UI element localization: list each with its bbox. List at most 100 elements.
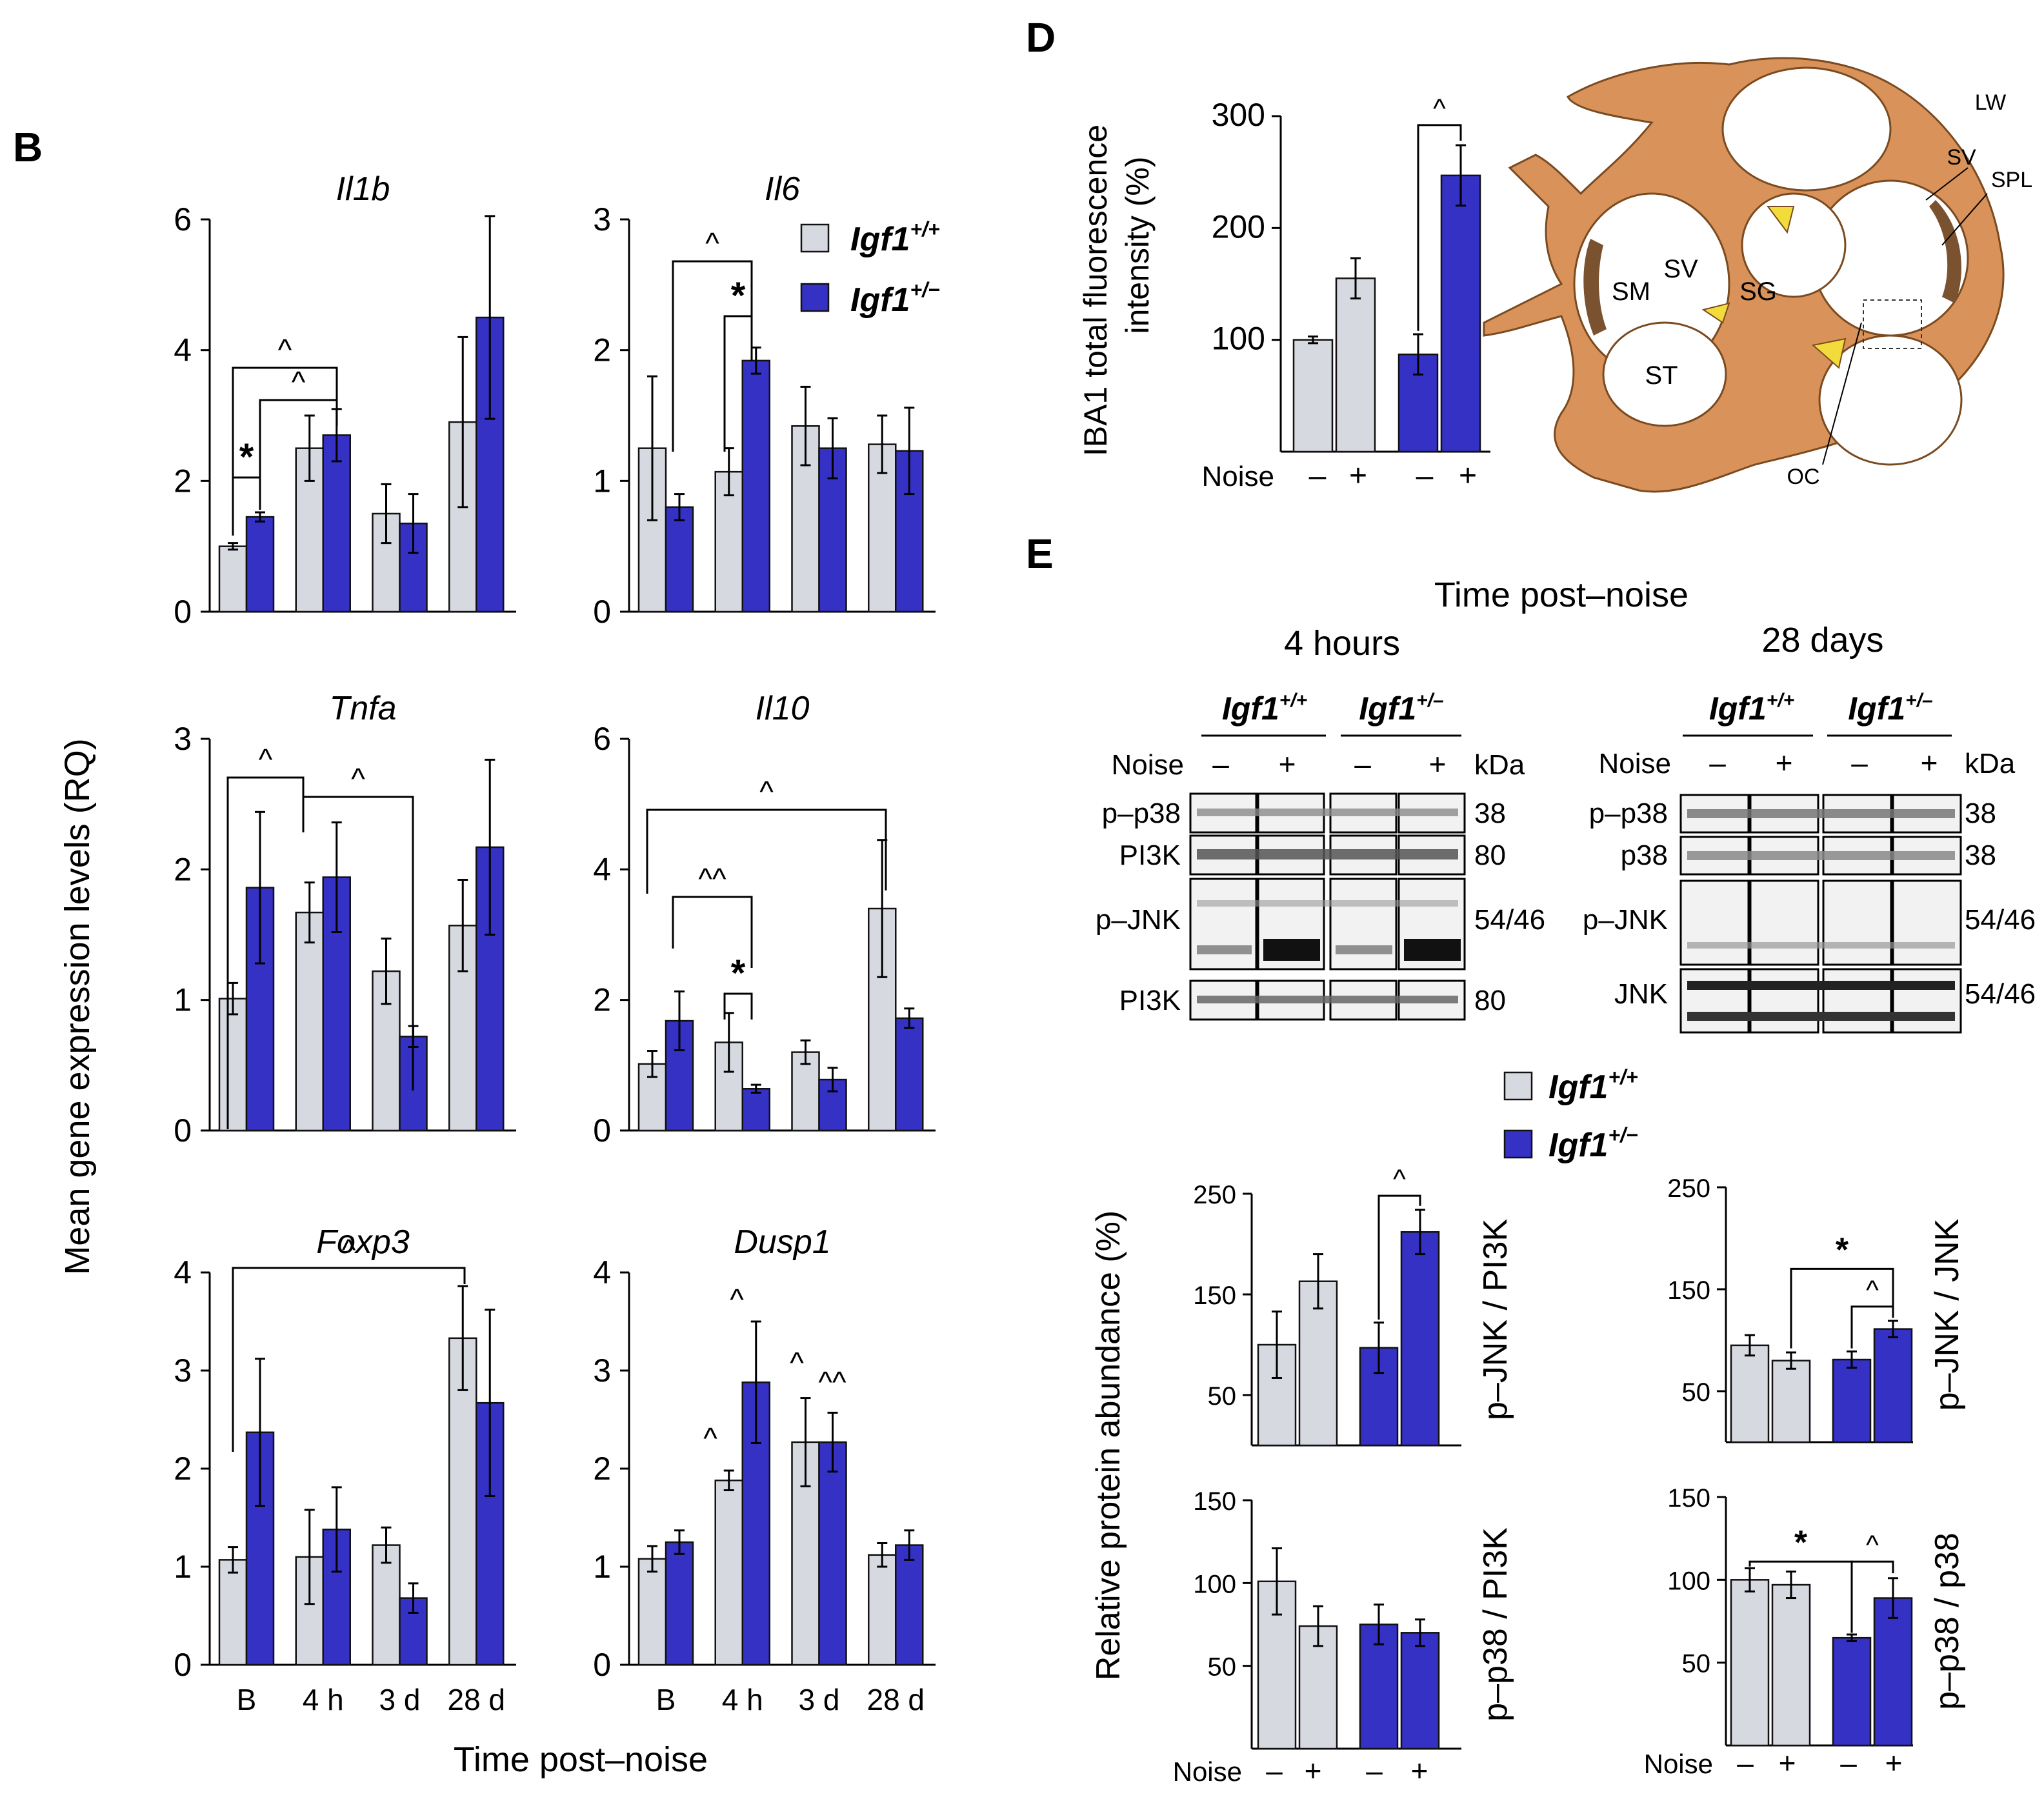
x-tick-label-dusp1: 28 d xyxy=(867,1683,925,1716)
cochlea-stria xyxy=(1583,239,1607,336)
sig-mark-il10-b-28d: ^ xyxy=(759,775,774,809)
cochlea-label-spl: SPL xyxy=(1991,168,2032,192)
bar-pjnk_jnk_28d-2 xyxy=(1832,1358,1872,1443)
legend-e-het-label: Igf1+/− xyxy=(1548,1123,1638,1164)
y-tick-label-tnfa: 1 xyxy=(174,982,192,1018)
panel-e-noise-left-s1: – xyxy=(1266,1754,1283,1787)
bar-il1b-het-0 xyxy=(245,516,275,613)
panel-d-ylabel-1: IBA1 total fluorescence xyxy=(1077,125,1114,456)
bar-pp38_p38_28d-1 xyxy=(1771,1583,1811,1747)
sig-mark-il1b-b-4h: ^ xyxy=(278,333,292,367)
y-tick-label-dusp1: 0 xyxy=(593,1647,611,1683)
y-tick-label-pp38_pi3k_4h: 150 xyxy=(1193,1487,1236,1516)
blot-28d-genotype-wt: Igf1+/+ xyxy=(1709,690,1794,727)
y-tick-label-pjnk_jnk_28d: 250 xyxy=(1667,1174,1710,1203)
sig-mark-pjnk_pi3k_4h: ^ xyxy=(1393,1163,1406,1194)
y-tick-label-il1b: 6 xyxy=(174,201,192,237)
blot-28d-row-3-label: p–JNK xyxy=(1583,904,1668,936)
y-tick-label-foxp3: 1 xyxy=(174,1549,192,1585)
sig-mark-foxp3-b-28d: ^ xyxy=(342,1233,356,1267)
bracket-tnfa-4h-3d xyxy=(302,796,414,1090)
chart-pjnk_jnk_28d: 50 150 250 p–JNK / JNK * ^ xyxy=(1667,1174,1966,1443)
y-tick-label-il10: 6 xyxy=(593,721,611,757)
y-tick-label-tnfa: 0 xyxy=(174,1112,192,1149)
blot-28d-noise-label: Noise xyxy=(1599,748,1672,779)
y-tick-label-pp38_pi3k_4h: 50 xyxy=(1208,1653,1237,1682)
bracket-iba1 xyxy=(1417,124,1462,331)
cochlea-pointer-spl xyxy=(1941,193,1988,246)
chart-foxp3: Foxp3 0 1 2 3 4 B 4 h 3 d 28 d xyxy=(174,1223,516,1716)
panel-e-group-4h: 4 hours xyxy=(1284,624,1400,663)
blot-4h-kda-label: kDa xyxy=(1474,749,1525,781)
bar-dusp1-het-2 xyxy=(818,1441,847,1666)
panel-e-charts: 50 150 250 p–JNK / PI3K ^ 50 100 150 p–p38 / PI3… xyxy=(1193,1163,1966,1750)
panel-e-noise-left: Noise xyxy=(1173,1756,1242,1787)
panel-e-noise-left-s4: + xyxy=(1411,1754,1428,1787)
bar-il6-het-0 xyxy=(665,506,694,613)
panel-d-noise-sign-4: + xyxy=(1459,459,1477,493)
chart-title-foxp3: Foxp3 xyxy=(316,1223,410,1261)
blot-4h-sign-3: – xyxy=(1354,747,1371,781)
blot-28d-row-4-lane-2 xyxy=(1749,968,1819,1034)
y-tick-label-pjnk_pi3k_4h: 50 xyxy=(1208,1382,1237,1411)
sig-mark-pjnk_jnk_28d: * xyxy=(1836,1231,1849,1269)
panel-b-ylabel: Mean gene expression levels (RQ) xyxy=(58,738,97,1274)
chart-tnfa: Tnfa 0 1 2 3 xyxy=(174,690,516,1149)
blot-4h-row-4-kda: 80 xyxy=(1474,985,1506,1016)
legend-panel-e: Igf1+/+ Igf1+/− xyxy=(1503,1065,1638,1164)
y-tick-label-il1b: 4 xyxy=(174,332,192,368)
panel-label-b: B xyxy=(13,124,43,170)
bar-dusp1-het-0 xyxy=(665,1541,694,1666)
bar-pjnk_jnk_28d-0 xyxy=(1730,1344,1770,1443)
blot-28d-row-4-label: JNK xyxy=(1614,978,1668,1010)
bar-foxp3-wt-2 xyxy=(372,1544,401,1666)
blot-4h-row-3-lane-3 xyxy=(1329,878,1398,970)
panel-d-noise-sign-2: + xyxy=(1349,459,1367,493)
panel-e-ylabel: Relative protein abundance (%) xyxy=(1090,1211,1127,1680)
bracket-il6-4h xyxy=(723,315,753,452)
legend-het-label: Igf1+/− xyxy=(850,278,940,319)
bar-iba1-0 xyxy=(1292,339,1334,453)
y-tick-label-foxp3: 2 xyxy=(174,1451,192,1487)
bracket-pp38_p38_28d xyxy=(1850,1560,1894,1633)
y-tick-label-pp38_p38_28d: 100 xyxy=(1667,1567,1710,1595)
blot-4h-row-1-label: p–p38 xyxy=(1102,798,1181,829)
bar-il6-het-1 xyxy=(741,359,770,613)
panel-e-title: Time post–noise xyxy=(1434,576,1688,614)
chart-title-pp38_p38_28d: p–p38 / p38 xyxy=(1929,1533,1966,1710)
panel-e-noise-right: Noise xyxy=(1644,1749,1713,1779)
sig-mark-dusp1-het-4h: ^ xyxy=(730,1283,744,1316)
blot-4h-row-3-label: p–JNK xyxy=(1096,904,1181,936)
bracket-il1b-b-4h xyxy=(232,367,338,529)
bar-pp38_p38_28d-0 xyxy=(1730,1579,1770,1747)
bar-pjnk_pi3k_4h-3 xyxy=(1400,1231,1440,1447)
bracket-il1b-het-b-4h xyxy=(259,399,338,510)
legend-wt-label: Igf1+/+ xyxy=(850,217,940,258)
blot-28d-row-2: p38 38 xyxy=(1621,836,1996,876)
y-tick-label-il6: 0 xyxy=(593,594,611,630)
x-tick-label-foxp3: 4 h xyxy=(303,1683,344,1716)
chart-pp38_pi3k_4h: 50 100 150 p–p38 / PI3K xyxy=(1193,1487,1514,1750)
sig-mark-pjnk_jnk_28d: ^ xyxy=(1866,1274,1879,1305)
sig-mark-dusp1-wt-4h: ^ xyxy=(703,1422,717,1455)
chart-title-dusp1: Dusp1 xyxy=(734,1223,830,1261)
bracket-il10-4h xyxy=(723,992,753,1020)
bar-il1b-wt-0 xyxy=(218,545,248,613)
y-tick-label-pp38_p38_28d: 150 xyxy=(1667,1484,1710,1513)
cochlea-diagram: LW SV SPL SM SV SG ST OC xyxy=(1483,57,2032,493)
blot-28d-row-4-kda: 54/46 xyxy=(1965,978,2036,1010)
panel-d-ylabel-2: intensity (%) xyxy=(1119,156,1156,334)
legend-wt-swatch xyxy=(800,223,830,253)
blot-28d-row-3-lane-4 xyxy=(1892,879,1962,966)
blot-28d-row-4-lane-1 xyxy=(1679,968,1750,1034)
blot-28d-sign-4: + xyxy=(1921,746,1938,779)
chart-title-il6: Il6 xyxy=(765,170,800,208)
y-tick-label-il1b: 0 xyxy=(174,594,192,630)
blot-28d-row-1-band xyxy=(1687,809,1955,818)
panel-label-e: E xyxy=(1026,530,1054,577)
y-tick-label-il10: 0 xyxy=(593,1112,611,1149)
blot-4h-row-3-lane-1 xyxy=(1189,878,1257,970)
blot-28d-row-4-lane-3 xyxy=(1822,968,1892,1034)
cochlea-label-st: ST xyxy=(1645,361,1678,390)
panel-b-charts: Il1b 0 2 4 6 Il6 0 1 2 3 Tnfa 0 1 2 3 Il10 0 2 4 6 Foxp3 0 1 2 3… xyxy=(174,170,936,1716)
